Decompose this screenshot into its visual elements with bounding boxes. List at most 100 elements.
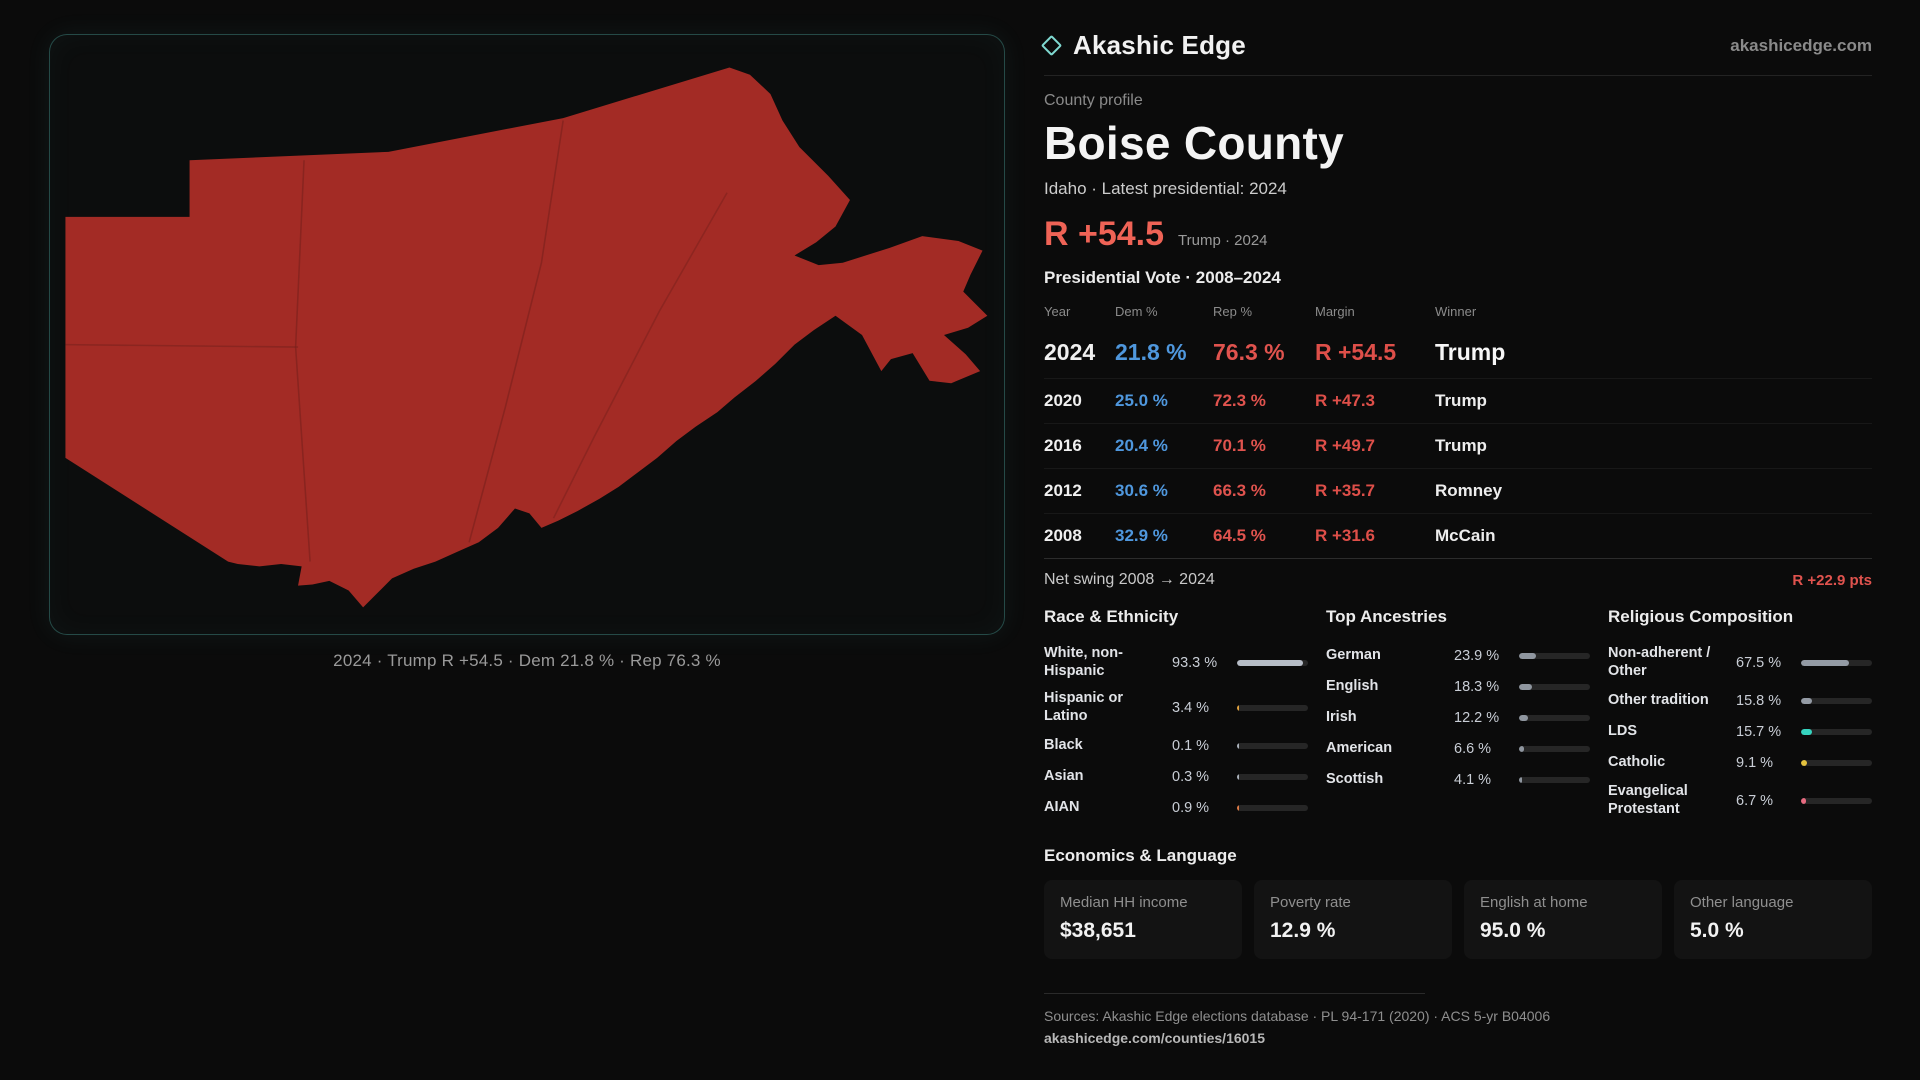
stat-row: Catholic 9.1 % [1608,747,1872,778]
profile-section: Akashic Edge akashicedge.com County prof… [1040,0,1872,1080]
stat-bar [1519,683,1590,690]
stat-label: Hispanic or Latino [1044,690,1123,725]
stat-bar-fill [1801,728,1813,735]
internal-boundary-line [468,119,564,542]
stat-value: 15.8 % [1736,692,1782,709]
stat-bar [1519,652,1590,659]
county-map-panel [49,34,1005,635]
col-header-winner: Winner [1435,304,1477,319]
page-kicker: County profile [1044,92,1143,109]
county-map[interactable] [57,43,997,627]
stat-value: 0.3 % [1172,769,1210,786]
stat-value: 6.6 % [1454,740,1492,757]
stat-bar-fill [1237,659,1304,666]
presidential-vote-table: Year Dem % Rep % Margin Winner 2024 21.8… [1044,296,1872,558]
econ-card-english-at-home: English at home 95.0 % [1464,879,1662,959]
map-section: 2024 · Trump R +54.5 · Dem 21.8 % · Rep … [49,34,1005,670]
econ-card-other-language: Other language 5.0 % [1674,879,1872,959]
race-title: Race & Ethnicity [1044,607,1179,626]
stat-bar [1801,728,1872,735]
econ-value: $38,651 [1060,918,1136,942]
econ-card-median-income: Median HH income $38,651 [1044,879,1242,959]
stat-bar [1801,697,1872,704]
stat-value: 67.5 % [1736,654,1782,671]
stat-label: Evangelical Protestant [1608,783,1688,818]
econ-value: 95.0 % [1480,918,1546,942]
stat-value: 4.1 % [1454,771,1492,788]
stat-bar-fill [1519,776,1522,783]
stat-bar-fill [1519,683,1532,690]
stat-label: LDS [1608,723,1637,740]
net-swing-row: Net swing 2008 → 2024 R +22.9 pts [1044,558,1872,599]
stat-bar-fill [1801,697,1813,704]
stat-row: White, non-Hispanic 93.3 % [1044,640,1308,685]
stat-bar-fill [1519,652,1536,659]
footer: Sources: Akashic Edge elections database… [1044,992,1872,1046]
site-domain-link[interactable]: akashicedge.com [1730,35,1872,55]
stat-label: AIAN [1044,799,1080,816]
stat-label: White, non-Hispanic [1044,645,1123,679]
stat-label: Non-adherent / Other [1608,645,1711,679]
stat-bar [1519,776,1590,783]
stat-row: Evangelical Protestant 6.7 % [1608,778,1872,823]
stat-label: Scottish [1326,770,1384,787]
stat-row: Non-adherent / Other 67.5 % [1608,640,1872,685]
econ-value: 12.9 % [1270,918,1336,942]
stat-value: 23.9 % [1454,647,1500,664]
table-header-row: Year Dem % Rep % Margin Winner [1044,296,1872,326]
stat-row: Irish 12.2 % [1326,702,1590,733]
ancestries-title: Top Ancestries [1326,607,1447,626]
table-row: 2008 32.9 % 64.5 % R +31.6 McCain [1044,514,1872,558]
race-ethnicity-column: Race & Ethnicity White, non-Hispanic 93.… [1044,607,1308,824]
cell-margin: R +47.3 [1315,391,1376,410]
cell-winner: Trump [1435,436,1487,455]
brand-name: Akashic Edge [1073,30,1246,60]
page-subtitle: Idaho · Latest presidential: 2024 [1044,179,1287,198]
econ-label: Median HH income [1060,893,1188,911]
stat-bar [1237,805,1308,812]
stat-row: LDS 15.7 % [1608,716,1872,747]
stat-bar-fill [1519,714,1528,721]
religion-title: Religious Composition [1608,607,1794,626]
econ-label: Other language [1690,893,1794,911]
stat-bar [1801,798,1872,805]
econ-value: 5.0 % [1690,918,1744,942]
col-header-rep: Rep % [1213,304,1253,319]
stat-row: Other tradition 15.8 % [1608,685,1872,716]
col-header-dem: Dem % [1115,304,1158,319]
stat-label: Black [1044,737,1083,754]
stat-value: 18.3 % [1454,678,1500,695]
stat-label: Other tradition [1608,692,1709,709]
cell-dem-pct: 32.9 % [1115,526,1168,545]
cell-dem-pct: 25.0 % [1115,391,1168,410]
brand-diamond-icon [1040,34,1063,57]
cell-rep-pct: 70.1 % [1213,436,1266,455]
cell-year: 2024 [1044,339,1096,365]
internal-boundary-line [552,191,728,519]
stat-bar [1801,759,1872,766]
cell-margin: R +54.5 [1315,339,1397,365]
table-row: 2012 30.6 % 66.3 % R +35.7 Romney [1044,469,1872,514]
stat-value: 15.7 % [1736,723,1782,740]
internal-boundary-line [65,343,299,348]
cell-winner: Trump [1435,339,1506,365]
footer-divider [1044,992,1425,994]
header: Akashic Edge akashicedge.com [1040,30,1872,76]
county-shape[interactable] [65,66,988,607]
stat-row: English 18.3 % [1326,671,1590,702]
cell-year: 2008 [1044,526,1082,545]
demographics-grid: Race & Ethnicity White, non-Hispanic 93.… [1044,607,1872,824]
cell-rep-pct: 72.3 % [1213,391,1266,410]
stat-bar-fill [1237,774,1239,781]
sources-text: Sources: Akashic Edge elections database… [1044,1007,1551,1024]
stat-row: Black 0.1 % [1044,731,1308,762]
econ-card-poverty-rate: Poverty rate 12.9 % [1254,879,1452,959]
cell-rep-pct: 64.5 % [1213,526,1266,545]
ancestries-column: Top Ancestries German 23.9 % English 18.… [1326,607,1590,824]
stat-bar [1237,743,1308,750]
net-swing-label: Net swing 2008 → 2024 [1044,571,1215,588]
cell-winner: McCain [1435,526,1496,545]
profile-url-link[interactable]: akashicedge.com/counties/16015 [1044,1029,1265,1046]
stat-value: 93.3 % [1172,654,1218,671]
